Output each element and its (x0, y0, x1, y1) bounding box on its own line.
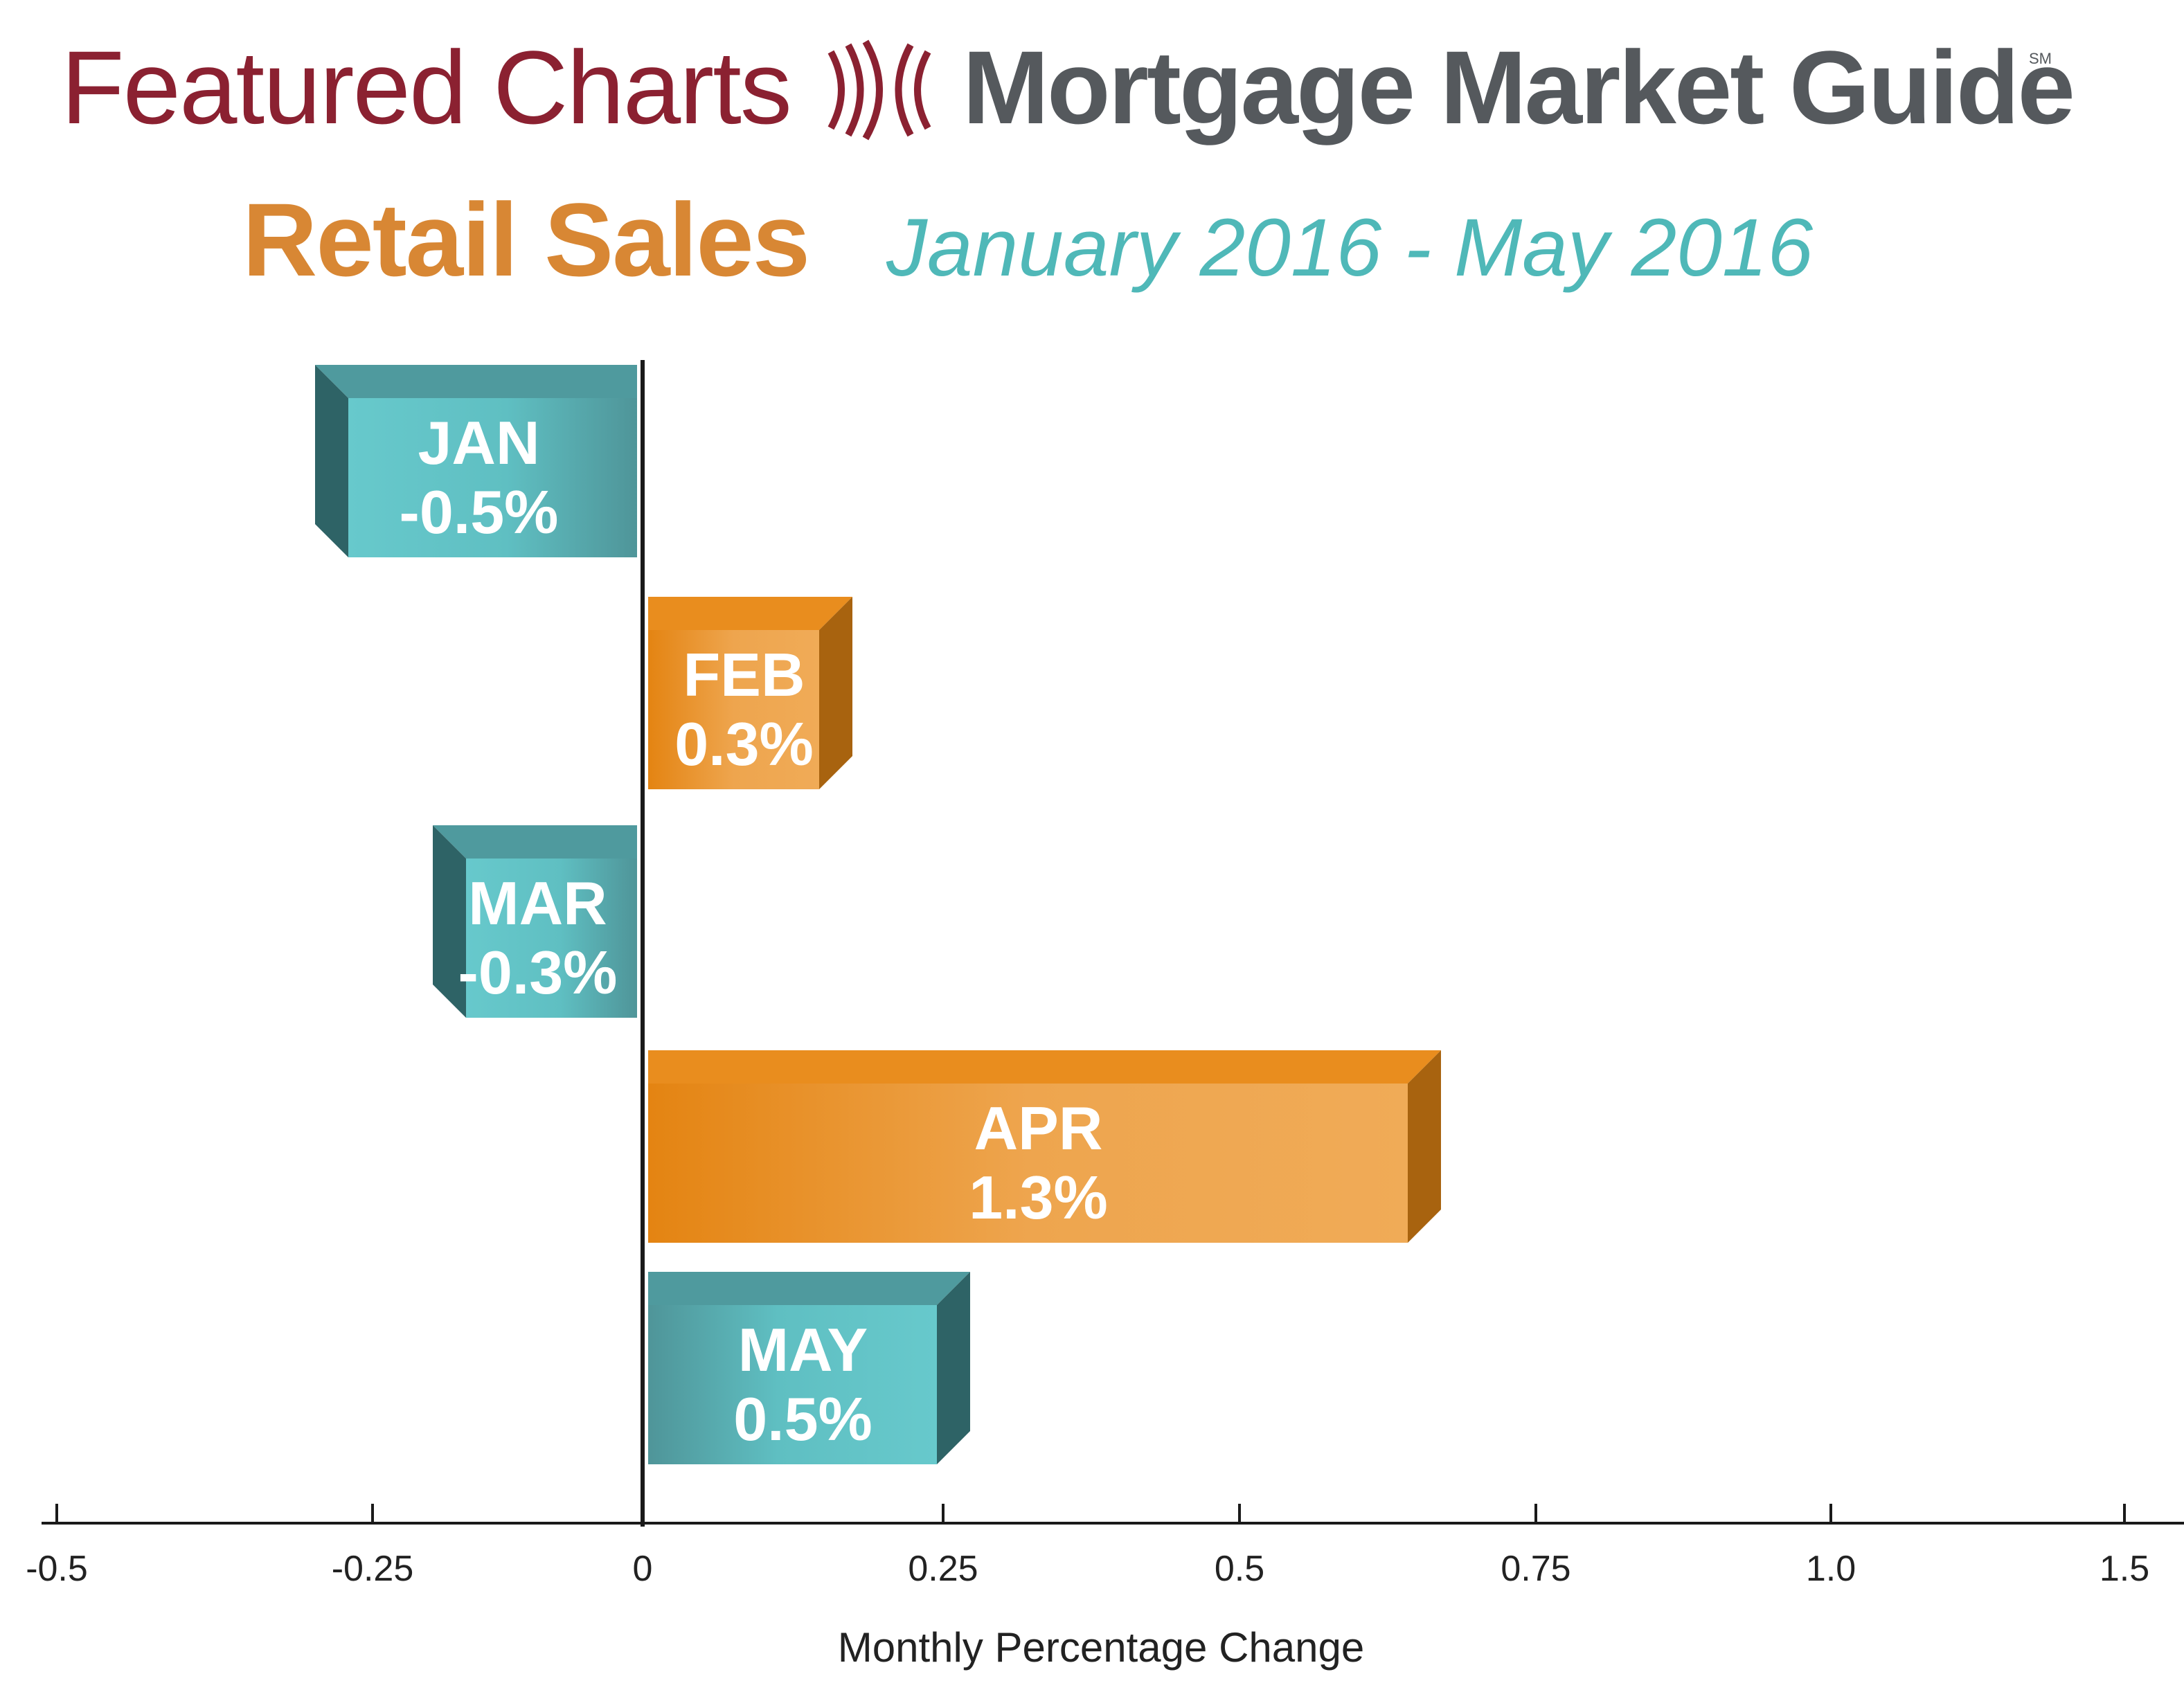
x-tick-label: 1.0 (1806, 1549, 1856, 1589)
bar-category-label: JAN (418, 408, 539, 477)
featured-charts-label: Featured Charts (61, 29, 792, 145)
bar-side-face (819, 597, 852, 789)
bar-feb (648, 597, 852, 789)
bar-front-face (648, 1305, 937, 1464)
bar-front-face (648, 630, 819, 789)
chart-subtitle: January 2016 - May 2016 (886, 202, 1814, 294)
bar-jan (315, 365, 637, 557)
chart-header: Featured Charts Mortgage Market Guide SM… (0, 0, 2184, 305)
x-tick-label: 0 (633, 1549, 653, 1589)
signal-waves-icon (827, 39, 931, 141)
x-tick-label: -0.25 (332, 1549, 414, 1589)
bar-mar (433, 825, 637, 1018)
x-tick-label: -0.5 (26, 1549, 88, 1589)
x-axis: -0.5 -0.25 0 0.25 0.5 0.75 1.0 1.5 (26, 360, 2184, 1589)
bar-side-face (315, 365, 348, 557)
x-tick-label: 0.25 (908, 1549, 978, 1589)
bar-side-face (937, 1272, 970, 1464)
bar-front-face (348, 398, 637, 557)
x-tick-label: 0.5 (1215, 1549, 1264, 1589)
bar-top-face (433, 825, 637, 859)
bars-layer (315, 365, 1441, 1464)
service-mark: SM (2029, 50, 2052, 67)
bar-top-face (648, 1272, 970, 1305)
bar-value-label: -0.3% (458, 938, 618, 1007)
bar-top-face (648, 597, 852, 630)
bar-value-label: 0.3% (674, 710, 814, 778)
mortgage-market-guide-logo: Mortgage Market Guide (963, 29, 2075, 145)
bar-may (648, 1272, 970, 1464)
x-axis-title: Monthly Percentage Change (838, 1624, 1365, 1671)
chart-title: Retail Sales (242, 181, 810, 298)
bar-value-label: 0.5% (733, 1385, 872, 1453)
bar-category-label: MAR (468, 869, 607, 937)
bar-top-face (315, 365, 637, 398)
bar-value-label: -0.5% (400, 478, 559, 546)
bar-side-face (433, 825, 466, 1018)
bar-category-label: MAY (738, 1315, 868, 1384)
retail-sales-bar-chart: -0.5 -0.25 0 0.25 0.5 0.75 1.0 1.5 JAN-0.5%FEB0… (26, 360, 2184, 1671)
bar-side-face (1408, 1050, 1441, 1243)
bar-front-face (466, 859, 637, 1018)
x-tick-label: 0.75 (1501, 1549, 1570, 1589)
bar-top-face (648, 1050, 1441, 1084)
bar-front-face (648, 1084, 1408, 1243)
x-tick-label: 1.5 (2100, 1549, 2149, 1589)
bar-category-label: APR (974, 1094, 1103, 1162)
bar-apr (648, 1050, 1441, 1243)
bar-value-label: 1.3% (969, 1163, 1108, 1232)
bar-category-label: FEB (683, 640, 805, 709)
